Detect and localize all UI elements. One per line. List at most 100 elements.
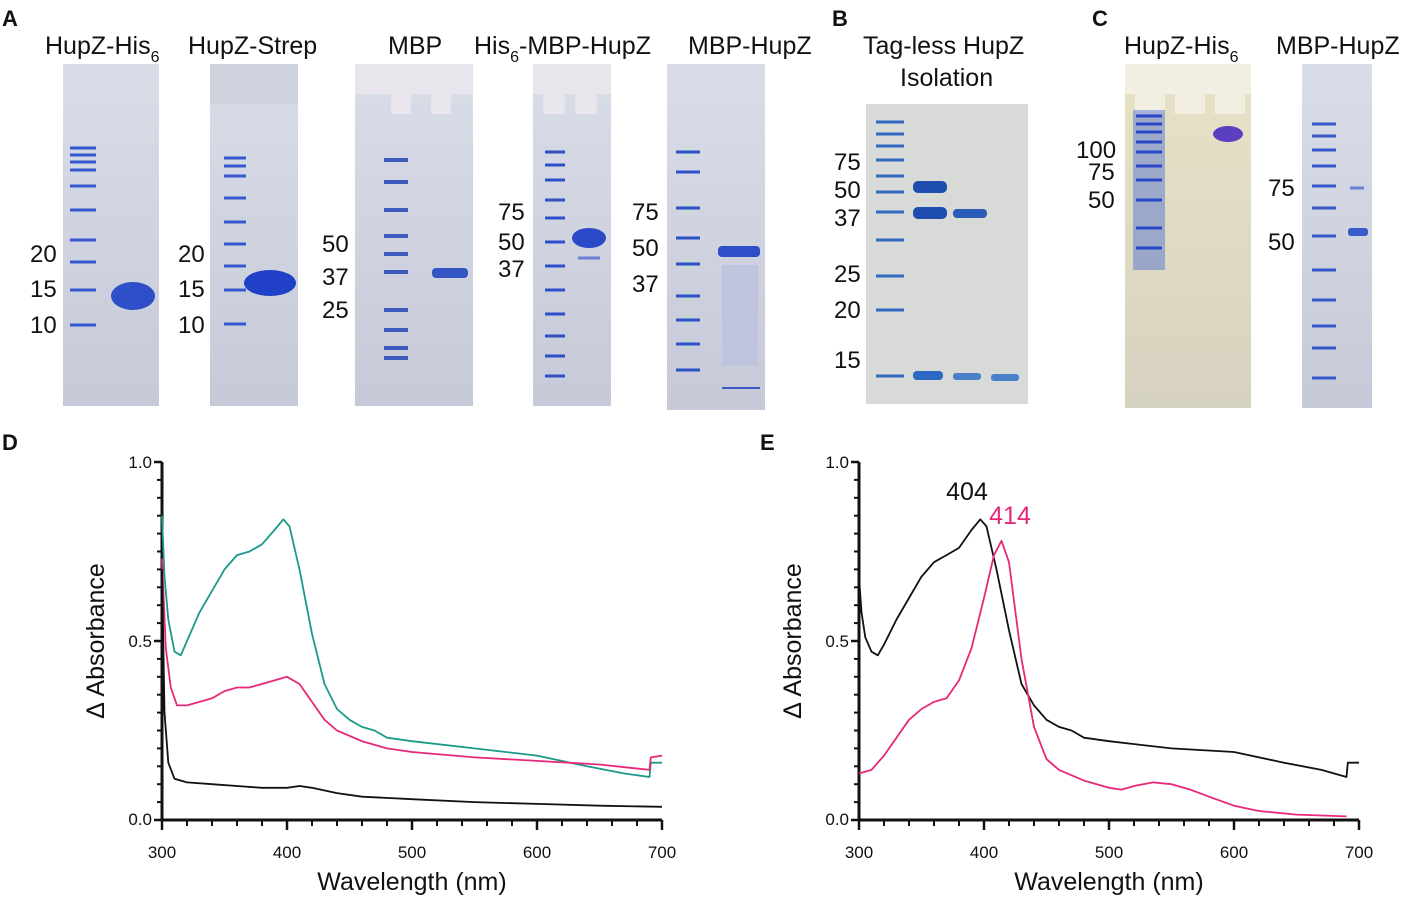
- y-tick-label: 0.5: [128, 632, 152, 651]
- protein-band: [991, 374, 1019, 381]
- marker-label: 50: [498, 229, 525, 256]
- marker-label: 37: [632, 271, 659, 298]
- gel-background: [210, 64, 298, 406]
- x-tick-label: 300: [148, 843, 176, 862]
- marker-label: 50: [1268, 229, 1295, 256]
- marker-label: 50: [1088, 187, 1115, 214]
- x-tick-label: 300: [845, 843, 873, 862]
- ladder-smear: [1133, 110, 1165, 270]
- panel-label-b: B: [832, 6, 848, 31]
- marker-label: 20: [178, 241, 205, 268]
- protein-band: [572, 228, 606, 248]
- protein-band: [953, 373, 981, 380]
- x-tick-label: 500: [398, 843, 426, 862]
- marker-label: 20: [834, 297, 861, 324]
- gel-title-tagless-line2: Isolation: [900, 64, 993, 92]
- gel-title-mbp: MBP: [388, 32, 442, 60]
- y-tick-label: 0.0: [825, 810, 849, 829]
- axis-ticks: [154, 460, 664, 830]
- x-axis-title: Wavelength (nm): [317, 868, 506, 896]
- marker-label: 15: [178, 276, 205, 303]
- gel-tagless-hupz: 75 50 37 25 20 15: [834, 104, 1028, 404]
- gel-title-his6-mbp-hupz: His6-MBP-HupZ: [474, 32, 651, 66]
- panel-label-d: D: [2, 430, 18, 455]
- gel-title-hupz-his6-a: HupZ-His6: [45, 32, 160, 66]
- marker-label: 37: [498, 256, 525, 283]
- marker-label: 15: [834, 347, 861, 374]
- protein-band: [913, 207, 947, 219]
- panel-label-e: E: [760, 430, 775, 455]
- gel-title-hupz-his6-c: HupZ-His6: [1124, 32, 1239, 66]
- x-tick-label: 500: [1095, 843, 1123, 862]
- x-tick-label: 400: [273, 843, 301, 862]
- ladder-lane: [876, 120, 904, 378]
- y-tick-label: 1.0: [128, 453, 152, 472]
- marker-label: 50: [632, 235, 659, 262]
- series-line-teal: [161, 515, 662, 778]
- gel-background: [866, 104, 1028, 404]
- ladder-lane: [70, 146, 96, 327]
- marker-label: 50: [834, 177, 861, 204]
- marker-label: 25: [322, 297, 349, 324]
- gel-background: [63, 64, 159, 406]
- peak-annotation-404: 404: [946, 478, 988, 506]
- gel-wells: [1125, 64, 1251, 114]
- x-tick-label: 600: [1220, 843, 1248, 862]
- protein-band: [953, 209, 987, 218]
- y-tick-label: 0.5: [825, 632, 849, 651]
- axis-ticks: [851, 460, 1361, 830]
- y-tick-label: 0.0: [128, 810, 152, 829]
- gel-title-mbp-hupz-c: MBP-HupZ: [1276, 32, 1400, 60]
- series-line-black: [161, 569, 663, 808]
- protein-smear: [722, 265, 758, 365]
- ladder-lane: [1312, 122, 1336, 380]
- marker-label: 15: [30, 276, 57, 303]
- series-group: [161, 515, 663, 808]
- protein-band: [913, 181, 947, 193]
- marker-label: 37: [834, 205, 861, 232]
- x-tick-label: 600: [523, 843, 551, 862]
- gel-background: [355, 64, 473, 406]
- marker-label: 20: [30, 241, 57, 268]
- series-line-pink: [858, 539, 1347, 818]
- gel-wells: [355, 64, 473, 114]
- protein-band: [111, 282, 155, 310]
- gel-hupz-his6-a: 20 15 10: [30, 64, 159, 406]
- panel-label-a: A: [2, 6, 18, 31]
- gel-mbp-hupz-c: 75 50: [1268, 64, 1372, 408]
- gel-wells: [210, 64, 298, 104]
- chart-d: 0.0 0.5 1.0 300 400 500 600 700 Waveleng…: [82, 453, 676, 896]
- marker-label: 37: [322, 264, 349, 291]
- marker-label: 10: [178, 312, 205, 339]
- marker-label: 25: [834, 261, 861, 288]
- series-group: [858, 518, 1359, 818]
- protein-band: [718, 246, 760, 257]
- ladder-lane: [545, 150, 565, 378]
- marker-label: 75: [498, 199, 525, 226]
- protein-band: [1348, 228, 1368, 236]
- marker-label: 10: [30, 312, 57, 339]
- marker-label: 75: [834, 149, 861, 176]
- y-axis-title: Δ Absorbance: [779, 563, 807, 719]
- gel-title-mbp-hupz-a: MBP-HupZ: [688, 32, 812, 60]
- x-tick-label: 700: [648, 843, 676, 862]
- protein-band: [244, 270, 296, 296]
- gel-hupz-his6-c: 100 75 50: [1076, 64, 1251, 408]
- marker-label: 75: [1268, 175, 1295, 202]
- x-axis-title: Wavelength (nm): [1014, 868, 1203, 896]
- x-tick-label: 700: [1345, 843, 1373, 862]
- protein-band: [1213, 126, 1243, 142]
- gel-wells: [533, 64, 611, 114]
- y-axis-title: Δ Absorbance: [82, 563, 110, 719]
- marker-label: 75: [632, 199, 659, 226]
- protein-band: [913, 371, 943, 380]
- marker-label: 100: [1076, 137, 1116, 164]
- series-line-black: [858, 518, 1359, 778]
- protein-band: [432, 268, 468, 278]
- chart-e: 0.0 0.5 1.0 300 400 500 600 700 Waveleng…: [779, 453, 1373, 896]
- marker-label: 75: [1088, 159, 1115, 186]
- x-tick-label: 400: [970, 843, 998, 862]
- ladder-lane: [1136, 114, 1162, 250]
- gel-mbp: 50 37 25: [322, 64, 473, 406]
